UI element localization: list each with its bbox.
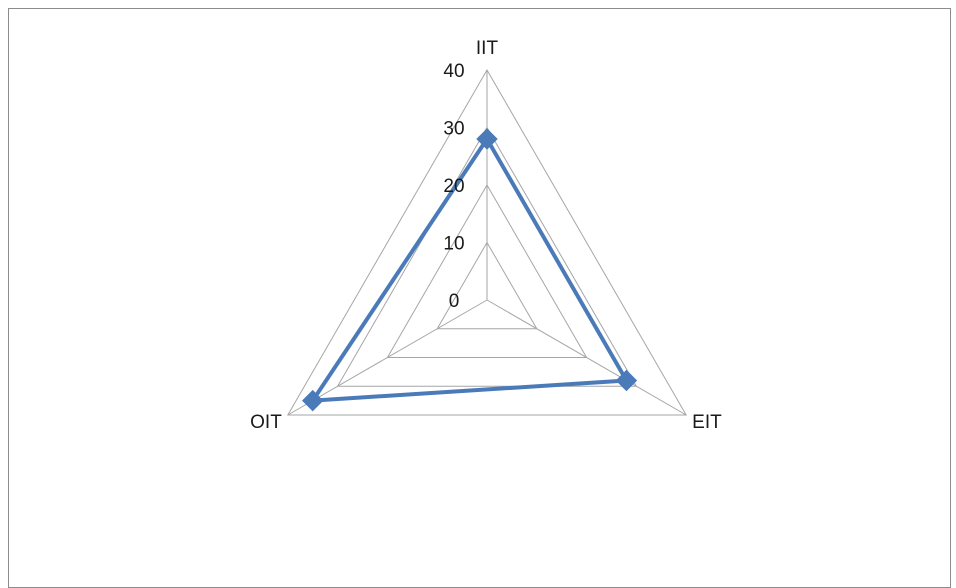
tick-label-40: 40 [443, 61, 464, 82]
tick-label-20: 20 [443, 176, 464, 197]
tick-label-30: 30 [443, 119, 464, 140]
tick-label-0: 0 [449, 291, 460, 312]
radar-spokes [287, 70, 687, 416]
category-label-oit: OIT [250, 412, 282, 433]
tick-label-10: 10 [443, 234, 464, 255]
chart-frame [8, 8, 951, 588]
radar-category-labels: IIT EIT OIT [250, 38, 722, 433]
data-point-eit [615, 369, 638, 392]
radar-series [302, 128, 638, 412]
grid-ring-4 [286, 69, 688, 416]
grid-ring-3 [336, 126, 638, 387]
spoke-1 [486, 299, 687, 416]
radar-grid [286, 69, 688, 416]
grid-ring-2 [386, 183, 588, 358]
radar-tick-labels: 0 10 20 30 40 [443, 61, 464, 312]
spoke-2 [287, 299, 488, 416]
grid-ring-1 [436, 241, 538, 330]
data-point-iit [476, 128, 498, 150]
data-point-oit [302, 389, 324, 412]
series-line-0 [310, 137, 629, 403]
category-label-eit: EIT [692, 412, 722, 433]
category-label-iit: IIT [476, 38, 499, 59]
